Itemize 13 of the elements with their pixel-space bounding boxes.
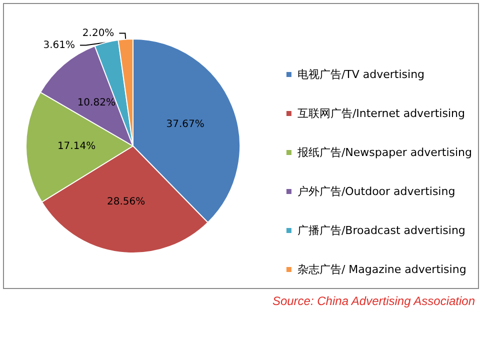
- legend-label: 户外广告/Outdoor advertising: [297, 185, 456, 198]
- legend-label: 报纸广告/Newspaper advertising: [296, 146, 472, 159]
- legend-label: 电视广告/TV advertising: [297, 68, 425, 81]
- legend-label: 杂志广告/ Magazine advertising: [297, 263, 466, 276]
- source-note: Source: China Advertising Association: [272, 294, 475, 308]
- data-label: 17.14%: [57, 141, 96, 152]
- legend-label: 广播广告/Broadcast advertising: [297, 224, 466, 237]
- data-label: 10.82%: [77, 97, 116, 108]
- data-label: 37.67%: [166, 119, 204, 130]
- data-label: 28.56%: [107, 196, 146, 208]
- legend-label: 互联网广告/Internet advertising: [297, 107, 465, 120]
- data-label: 3.61%: [43, 40, 75, 51]
- data-label: 2.20%: [82, 28, 114, 39]
